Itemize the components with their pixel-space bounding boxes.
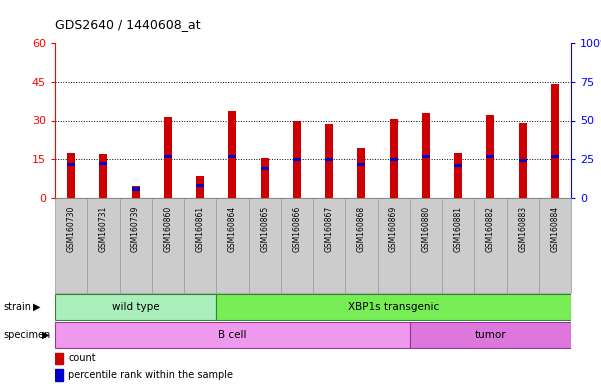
Bar [358, 163, 365, 166]
Bar [67, 153, 75, 198]
Bar [55, 369, 63, 381]
Bar [345, 198, 377, 293]
Bar [454, 153, 462, 198]
Text: GSM160731: GSM160731 [99, 205, 108, 252]
Bar [55, 353, 63, 364]
Bar [551, 155, 559, 158]
Text: specimen: specimen [3, 330, 50, 340]
Bar [196, 184, 204, 187]
Bar [519, 159, 526, 162]
Bar [216, 198, 248, 293]
Bar [538, 198, 571, 293]
Bar [164, 155, 172, 158]
Bar [99, 162, 108, 165]
Bar [507, 198, 538, 293]
Bar [216, 295, 571, 319]
Bar [486, 115, 495, 198]
Bar [389, 119, 398, 198]
Text: GSM160867: GSM160867 [325, 205, 334, 252]
Bar [293, 121, 301, 198]
Bar [132, 187, 139, 190]
Text: GSM160884: GSM160884 [551, 205, 560, 252]
Bar [325, 124, 333, 198]
Text: ▶: ▶ [33, 302, 40, 312]
Bar [410, 198, 442, 293]
Bar [519, 123, 526, 198]
Text: GSM160883: GSM160883 [518, 205, 527, 252]
Text: GSM160866: GSM160866 [292, 205, 301, 252]
Bar [132, 186, 139, 198]
Bar [454, 164, 462, 167]
Text: percentile rank within the sample: percentile rank within the sample [69, 370, 233, 380]
Text: GSM160881: GSM160881 [454, 205, 463, 252]
Bar [486, 155, 495, 158]
Bar [196, 176, 204, 198]
Bar [410, 323, 571, 348]
Bar [99, 154, 108, 198]
Text: GSM160868: GSM160868 [357, 205, 366, 252]
Text: GSM160860: GSM160860 [163, 205, 172, 252]
Bar [422, 155, 430, 158]
Bar [248, 198, 281, 293]
Text: GSM160730: GSM160730 [67, 205, 76, 252]
Bar [325, 158, 333, 161]
Bar [228, 111, 236, 198]
Text: GSM160739: GSM160739 [131, 205, 140, 252]
Text: GSM160869: GSM160869 [389, 205, 398, 252]
Text: XBP1s transgenic: XBP1s transgenic [348, 302, 439, 312]
Bar [151, 198, 184, 293]
Bar [87, 198, 120, 293]
Bar [442, 198, 474, 293]
Bar [261, 167, 269, 170]
Bar [389, 158, 398, 161]
Bar [184, 198, 216, 293]
Text: GSM160861: GSM160861 [195, 205, 204, 252]
Text: wild type: wild type [112, 302, 159, 312]
Bar [422, 113, 430, 198]
Bar [120, 198, 151, 293]
Bar [164, 117, 172, 198]
Bar [313, 198, 345, 293]
Bar [55, 198, 87, 293]
Bar [55, 323, 410, 348]
Bar [474, 198, 507, 293]
Bar [228, 155, 236, 158]
Text: ▶: ▶ [42, 330, 49, 340]
Text: GSM160864: GSM160864 [228, 205, 237, 252]
Bar [293, 158, 301, 161]
Bar [261, 158, 269, 198]
Text: strain: strain [3, 302, 31, 312]
Text: GSM160882: GSM160882 [486, 205, 495, 252]
Bar [377, 198, 410, 293]
Bar [55, 295, 216, 319]
Text: GSM160880: GSM160880 [421, 205, 430, 252]
Text: B cell: B cell [218, 330, 246, 340]
Text: GDS2640 / 1440608_at: GDS2640 / 1440608_at [55, 18, 201, 31]
Text: count: count [69, 353, 96, 363]
Text: tumor: tumor [475, 330, 506, 340]
Text: GSM160865: GSM160865 [260, 205, 269, 252]
Bar [358, 147, 365, 198]
Bar [67, 163, 75, 166]
Bar [281, 198, 313, 293]
Bar [551, 84, 559, 198]
